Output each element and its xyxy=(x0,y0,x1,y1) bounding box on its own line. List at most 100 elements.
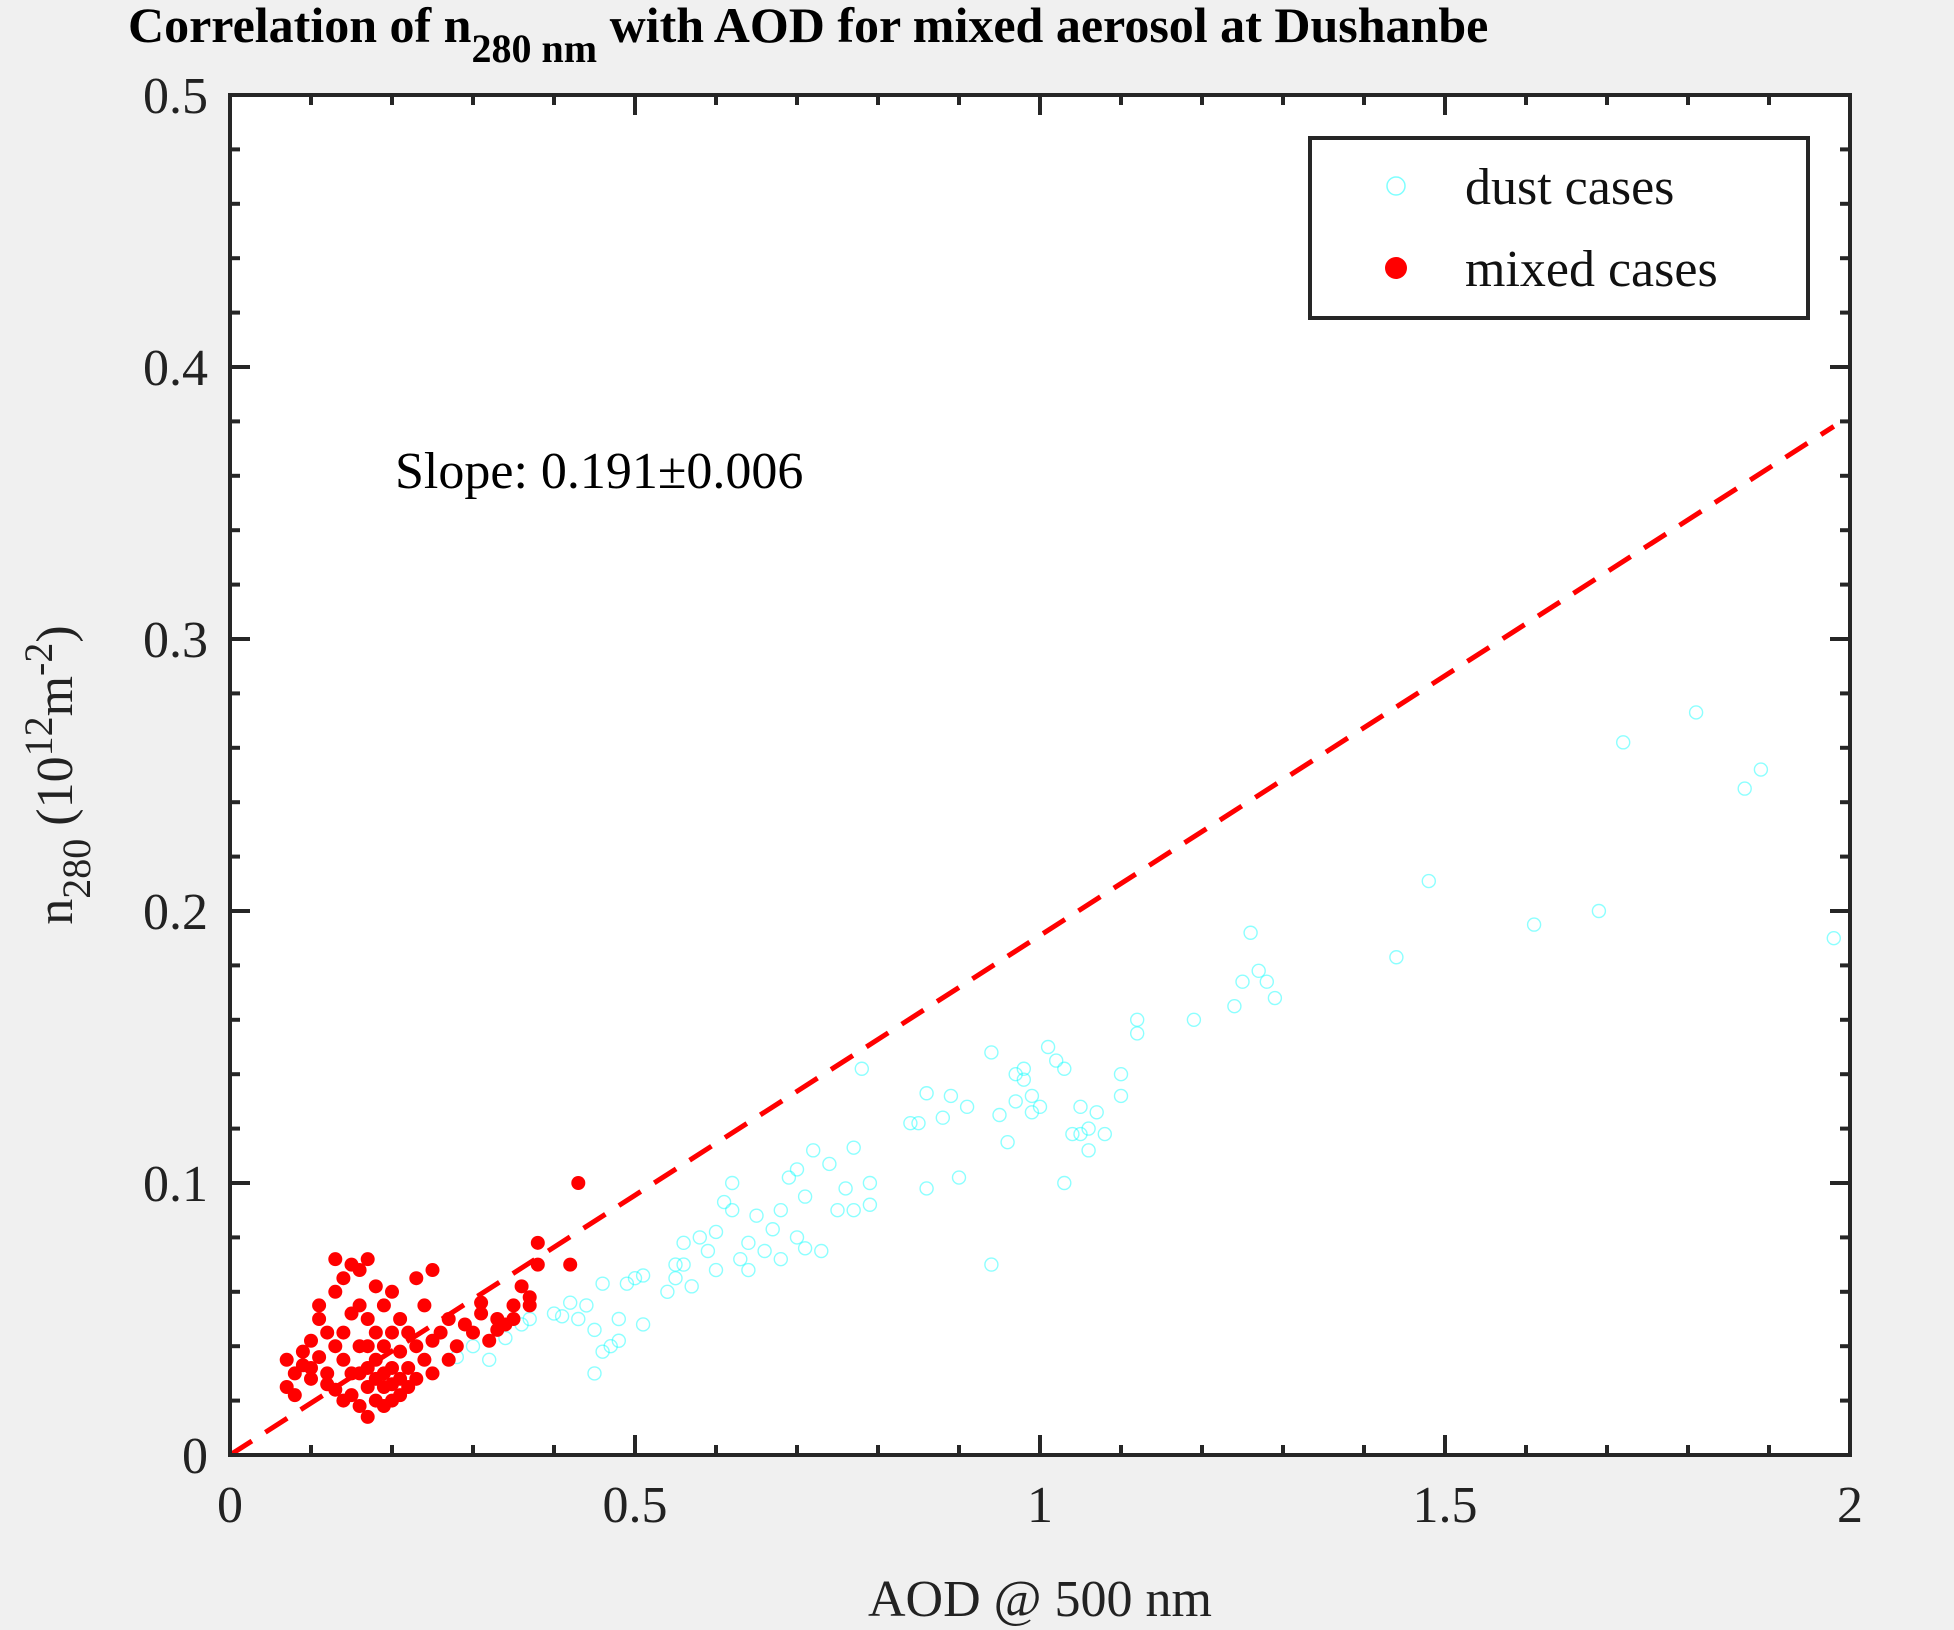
dust-point xyxy=(984,1257,999,1272)
mixed-point xyxy=(417,1352,432,1367)
dust-point xyxy=(773,1202,788,1218)
legend-dust-label: dust cases xyxy=(1465,159,1674,216)
mixed-point xyxy=(522,1298,537,1313)
legend-dust-marker xyxy=(1386,176,1406,196)
dust-point xyxy=(1032,1099,1048,1115)
dust-point xyxy=(862,1175,878,1191)
mixed-point xyxy=(320,1325,335,1340)
mixed-point xyxy=(368,1325,383,1340)
y-label-unit-sup2: -2 xyxy=(16,643,61,676)
dust-point xyxy=(465,1338,481,1354)
mixed-point xyxy=(385,1360,399,1375)
dust-point xyxy=(862,1197,878,1212)
y-label-unit-close: ) xyxy=(27,625,84,642)
dust-point xyxy=(992,1107,1007,1123)
dust-point xyxy=(579,1298,594,1313)
dust-point xyxy=(959,1099,975,1115)
dust-point xyxy=(1688,705,1704,720)
y-label-unit-mid: m xyxy=(27,676,84,716)
dust-point xyxy=(498,1330,513,1346)
dust-point xyxy=(587,1322,602,1338)
y-tick-label: 0.1 xyxy=(143,1156,208,1213)
dust-point xyxy=(919,1086,934,1101)
dust-point xyxy=(1000,1134,1015,1150)
dust-point xyxy=(708,1224,724,1240)
dust-point xyxy=(1235,974,1250,989)
dust-point xyxy=(838,1181,853,1196)
legend-box xyxy=(1308,136,1810,320)
y-label-unit-open: (10 xyxy=(27,756,84,838)
dust-point xyxy=(935,1110,950,1125)
dust-point xyxy=(1008,1066,1023,1082)
mixed-point xyxy=(425,1263,440,1278)
plot-frame xyxy=(228,93,1852,1457)
dust-point xyxy=(854,1061,869,1076)
legend-mixed-marker xyxy=(1385,257,1407,279)
mixed-series-layer xyxy=(279,1176,586,1424)
mixed-point xyxy=(425,1366,440,1381)
y-label-unit-sup1: 12 xyxy=(16,716,61,756)
dust-point xyxy=(1016,1061,1031,1076)
dust-point xyxy=(789,1162,805,1177)
dust-point xyxy=(668,1257,683,1272)
dust-point xyxy=(846,1140,861,1155)
dust-point xyxy=(546,1306,562,1321)
dust-point xyxy=(603,1338,618,1354)
mixed-point xyxy=(441,1312,456,1326)
chart-title: Correlation of n280 nm with AOD for mixe… xyxy=(128,0,1488,71)
dust-point xyxy=(951,1170,967,1185)
mixed-point xyxy=(312,1298,327,1313)
dust-point xyxy=(725,1175,740,1191)
dust-point xyxy=(1615,735,1631,750)
mixed-point xyxy=(409,1271,424,1286)
dust-point xyxy=(757,1243,772,1259)
mixed-point xyxy=(506,1312,521,1326)
dust-point xyxy=(1008,1094,1023,1109)
legend-mixed-label: mixed cases xyxy=(1465,241,1718,298)
mixed-point xyxy=(336,1352,351,1367)
y-label-base-sub: 280 xyxy=(54,839,99,899)
dust-point xyxy=(1591,903,1607,919)
mixed-point xyxy=(449,1339,464,1354)
mixed-point xyxy=(328,1284,343,1299)
mixed-point xyxy=(433,1325,448,1340)
dust-point xyxy=(660,1284,675,1300)
mixed-point xyxy=(530,1257,545,1272)
mixed-point xyxy=(530,1235,545,1250)
fit-line xyxy=(228,424,1836,1458)
title-prefix: Correlation of n xyxy=(128,0,472,53)
mixed-point xyxy=(360,1252,375,1267)
mixed-point xyxy=(571,1176,586,1190)
dust-point xyxy=(741,1235,756,1251)
mixed-point xyxy=(352,1399,367,1414)
mixed-point xyxy=(312,1312,327,1326)
x-tick-label: 2 xyxy=(1837,1477,1863,1534)
dust-point xyxy=(1057,1175,1072,1191)
dust-point xyxy=(1057,1061,1072,1076)
dust-point xyxy=(814,1243,829,1259)
mixed-point xyxy=(279,1352,294,1367)
mixed-point xyxy=(304,1333,318,1348)
dust-point xyxy=(1113,1066,1129,1082)
dust-point xyxy=(635,1317,651,1332)
mixed-point xyxy=(409,1371,424,1386)
y-tick-label: 0.5 xyxy=(143,68,208,125)
mixed-point xyxy=(304,1371,318,1386)
mixed-point xyxy=(352,1298,367,1313)
mixed-point xyxy=(312,1350,327,1365)
dust-point xyxy=(1421,873,1437,889)
mixed-point xyxy=(287,1388,302,1403)
dust-point xyxy=(684,1279,699,1294)
dust-point xyxy=(806,1143,821,1158)
dust-point xyxy=(1073,1126,1088,1142)
dust-series-layer xyxy=(449,705,1842,1381)
legend: dust cases mixed cases xyxy=(1308,136,1810,320)
mixed-point xyxy=(376,1339,391,1354)
y-tick-label: 0.3 xyxy=(143,612,208,669)
dust-point xyxy=(725,1202,740,1218)
mixed-point xyxy=(328,1339,343,1354)
dust-point xyxy=(797,1189,813,1204)
dust-point xyxy=(554,1309,570,1324)
mixed-point xyxy=(385,1325,399,1340)
dust-point xyxy=(1081,1143,1096,1158)
